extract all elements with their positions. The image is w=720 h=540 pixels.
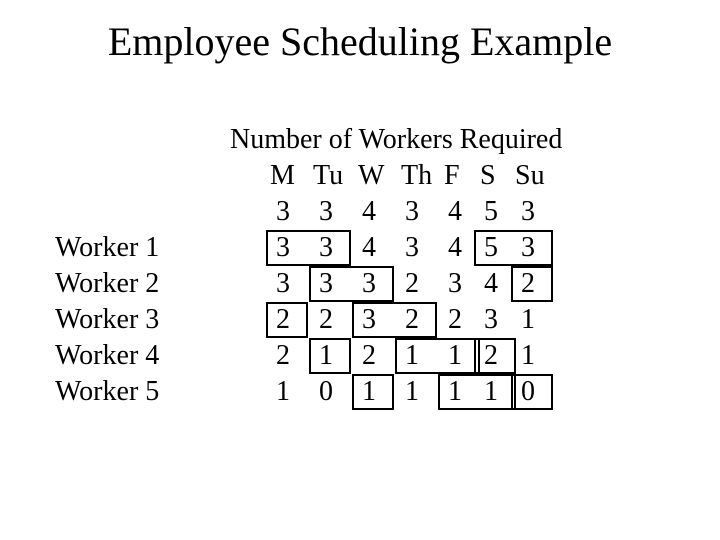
table-cell: 4: [484, 268, 498, 300]
table-cell: 5: [484, 196, 498, 228]
table-cell: 1: [405, 376, 419, 408]
table-cell: 4: [448, 232, 462, 264]
col-header: Su: [515, 160, 545, 192]
table-cell: 1: [521, 304, 535, 336]
table-cell: 4: [362, 232, 376, 264]
row-label: Worker 4: [55, 340, 159, 372]
table-cell: 0: [319, 376, 333, 408]
col-header: Th: [401, 160, 432, 192]
table-cell: 1: [276, 376, 290, 408]
row-label: Worker 2: [55, 268, 159, 300]
table-cell: 3: [276, 196, 290, 228]
table-cell: 3: [448, 268, 462, 300]
table-cell: 3: [405, 196, 419, 228]
group-box: [352, 302, 437, 338]
table-cell: 3: [484, 304, 498, 336]
table-cell: 3: [319, 196, 333, 228]
table-cell: 2: [448, 304, 462, 336]
group-box: [309, 338, 351, 374]
group-box: [266, 230, 351, 266]
row-label: Worker 1: [55, 232, 159, 264]
table-cell: 2: [276, 340, 290, 372]
table-cell: 2: [319, 304, 333, 336]
col-header: S: [480, 160, 496, 192]
table-cell: 4: [362, 196, 376, 228]
row-label: Worker 5: [55, 376, 159, 408]
col-header: Tu: [313, 160, 343, 192]
group-box: [266, 302, 308, 338]
col-header: W: [358, 160, 384, 192]
col-header: F: [444, 160, 460, 192]
table-cell: 3: [276, 268, 290, 300]
table-cell: 2: [362, 340, 376, 372]
group-box: [395, 338, 480, 374]
group-box: [352, 374, 394, 410]
group-box: [511, 266, 553, 302]
slide: Employee Scheduling Example Number of Wo…: [0, 0, 720, 540]
table-cell: 3: [521, 196, 535, 228]
group-box: [474, 230, 553, 266]
table-caption: Number of Workers Required: [230, 124, 562, 156]
table-cell: 4: [448, 196, 462, 228]
table-cell: 2: [405, 268, 419, 300]
group-box: [511, 374, 553, 410]
group-box: [438, 374, 516, 410]
group-box: [309, 266, 394, 302]
table-cell: 3: [405, 232, 419, 264]
slide-title: Employee Scheduling Example: [0, 18, 720, 65]
col-header: M: [270, 160, 295, 192]
row-label: Worker 3: [55, 304, 159, 336]
table-cell: 1: [521, 340, 535, 372]
group-box: [474, 338, 516, 374]
